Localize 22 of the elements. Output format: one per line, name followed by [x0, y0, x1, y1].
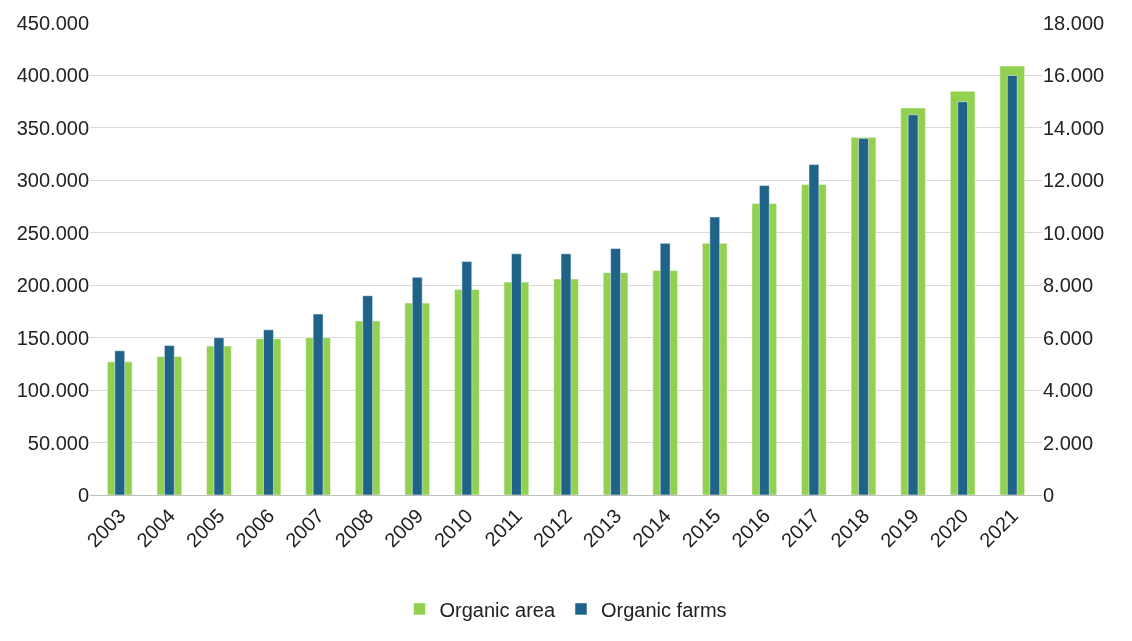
y-tick-label: 250.000 [16, 221, 89, 244]
y-tick-label: 0 [77, 484, 89, 506]
y2-tick-label: 2.000 [1043, 431, 1094, 454]
y2-tick-label: 0 [1043, 484, 1055, 506]
y-tick-label: 50.000 [27, 431, 89, 454]
legend-label: Organic farms [600, 598, 727, 621]
y-tick-label: 400.000 [16, 64, 89, 87]
y2-tick-label: 12.000 [1043, 169, 1105, 192]
y-tick-label: 350.000 [16, 116, 89, 139]
y2-tick-label: 4.000 [1043, 379, 1094, 402]
legend-label: Organic area [439, 598, 556, 621]
y2-tick-label: 10.000 [1043, 221, 1105, 244]
y2-tick-label: 14.000 [1043, 116, 1105, 139]
y2-tick-label: 8.000 [1043, 274, 1094, 297]
y2-tick-label: 6.000 [1043, 326, 1094, 349]
y2-tick-label: 18.000 [1043, 12, 1105, 34]
y-tick-label: 450.000 [16, 12, 89, 34]
y2-tick-label: 16.000 [1043, 64, 1105, 87]
y-tick-label: 200.000 [16, 274, 89, 297]
y-tick-label: 100.000 [16, 379, 89, 402]
y-tick-label: 300.000 [16, 169, 89, 192]
y-tick-label: 150.000 [16, 326, 89, 349]
